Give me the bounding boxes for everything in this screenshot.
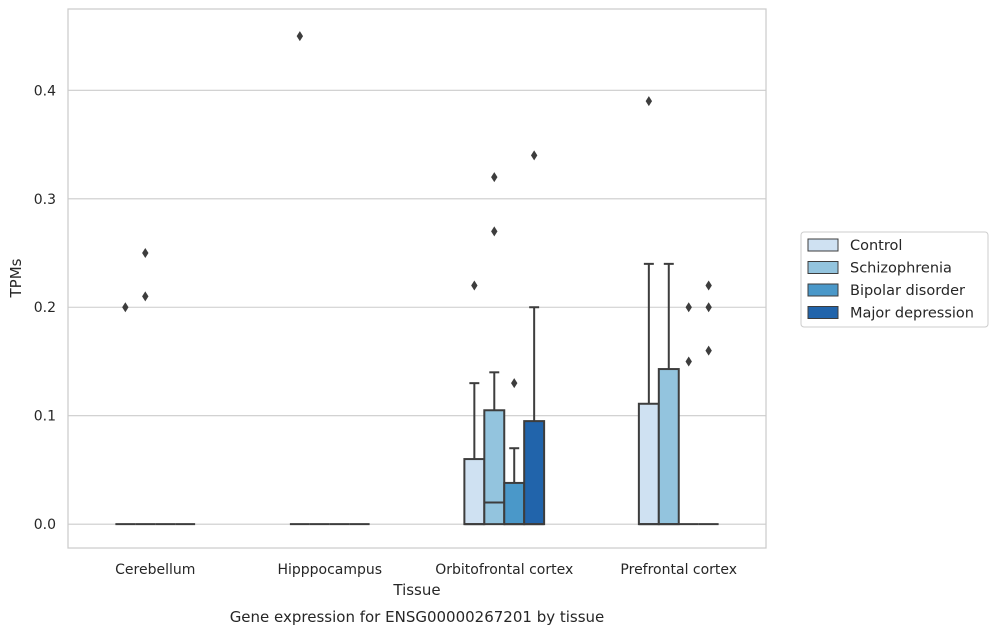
legend-label: Bipolar disorder [850, 283, 965, 299]
legend-label: Major depression [850, 306, 974, 322]
outlier-point [685, 356, 692, 367]
legend-swatch [807, 261, 839, 274]
outlier-point [511, 378, 518, 389]
box [463, 458, 486, 526]
outlier-point [142, 248, 149, 259]
box [523, 420, 546, 526]
x-tick-label: Hipppocampus [277, 562, 382, 578]
y-tick-label: 0.3 [34, 192, 56, 208]
outlier-point [296, 31, 304, 42]
x-tick-label: Cerebellum [115, 562, 195, 578]
outlier-point [705, 280, 712, 291]
outlier-point [705, 302, 712, 313]
x-axis-label: Tissue [392, 581, 440, 599]
outlier-point [685, 302, 692, 313]
box [503, 481, 526, 526]
box-group [698, 280, 719, 526]
legend-swatch [807, 238, 839, 252]
legend-label: Schizophrenia [850, 261, 952, 277]
outlier-point [705, 345, 712, 356]
outlier-point [645, 96, 653, 107]
box-group [115, 302, 136, 526]
box-group [523, 150, 546, 526]
box [483, 409, 506, 526]
outlier-point [530, 150, 538, 161]
box-group [463, 280, 486, 526]
box [657, 368, 680, 526]
y-tick-label: 0.0 [34, 517, 56, 533]
box-group [678, 302, 699, 526]
y-tick-label: 0.4 [34, 83, 56, 99]
y-axis-label: TPMs [7, 258, 25, 298]
y-tick-label: 0.1 [34, 409, 56, 425]
box-marks [115, 31, 719, 526]
x-tick-label: Orbitofrontal cortex [435, 562, 573, 578]
chart-caption: Gene expression for ENSG00000267201 by t… [230, 608, 605, 626]
box-group [483, 172, 506, 526]
outlier-point [491, 172, 498, 183]
outlier-point [471, 280, 478, 291]
legend-swatch [807, 306, 839, 319]
y-tick-label: 0.2 [34, 300, 56, 316]
tick-labels: 0.0 0.1 0.2 0.3 0.4 Cerebellum Hipppocampus Orb… [34, 83, 737, 578]
box-group [503, 378, 526, 526]
legend-frame [800, 231, 989, 328]
x-tick-label: Prefrontal cortex [620, 562, 737, 578]
box-group [135, 248, 156, 526]
legend-swatch [807, 283, 839, 297]
plot-frame [67, 8, 767, 549]
box [637, 402, 660, 526]
box-group [289, 31, 310, 526]
box-group [637, 96, 660, 526]
outlier-point [491, 226, 498, 237]
outlier-point [122, 302, 129, 313]
outlier-point [142, 291, 149, 302]
legend-label: Control [850, 238, 902, 254]
legend: Control Schizophrenia Bipolar disorder Majo… [800, 231, 989, 328]
box-group [657, 262, 680, 526]
